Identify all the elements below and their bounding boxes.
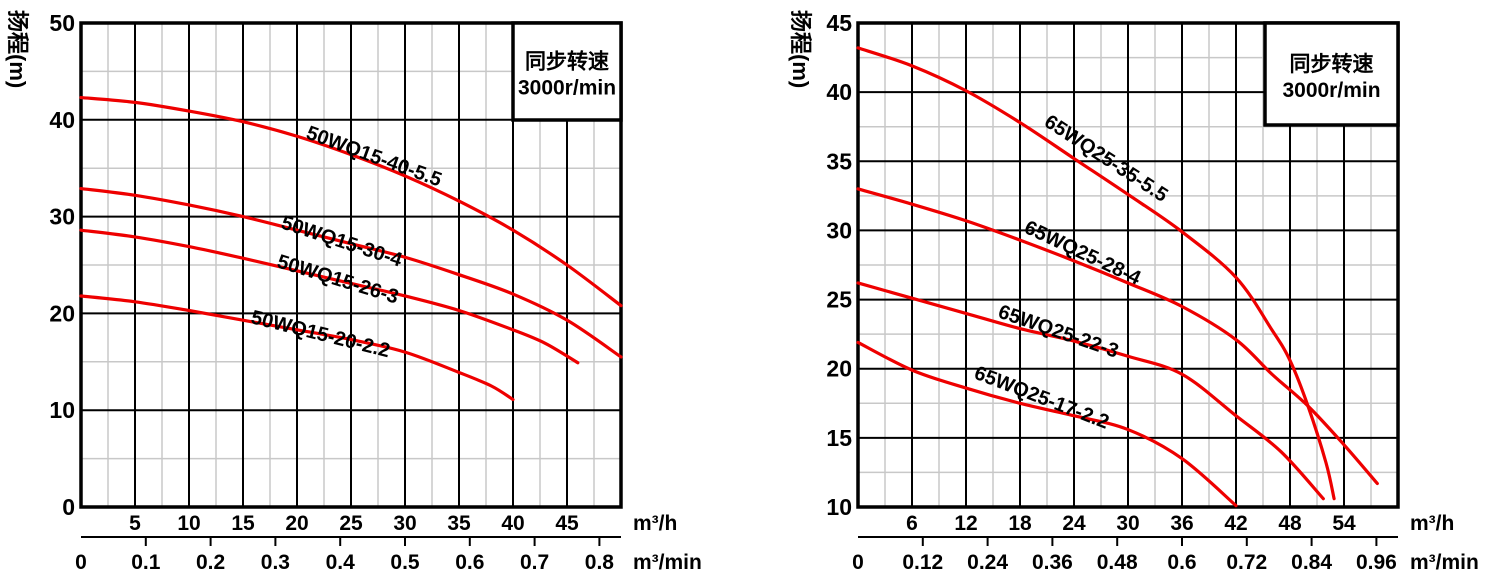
secondary-tick-label-0.36: 0.36 [1032, 551, 1073, 574]
y-tick-45: 45 [826, 10, 852, 36]
x-tick-36: 36 [1170, 512, 1193, 535]
y-axis-title: 扬程(m) [788, 10, 813, 88]
secondary-tick-label-0.4: 0.4 [326, 551, 356, 574]
curve-label-65WQ25-28-4: 65WQ25-28-4 [1021, 217, 1145, 290]
speed-note-box [1263, 21, 1400, 127]
x-tick-6: 6 [906, 512, 918, 535]
secondary-tick-label-0.5: 0.5 [390, 551, 420, 574]
curve-65WQ25-28-4 [856, 187, 1379, 486]
y-tick-20: 20 [826, 356, 852, 382]
y-tick-10: 10 [49, 397, 75, 423]
secondary-tick-label-0: 0 [75, 551, 87, 574]
curve-50WQ15-30-4 [79, 186, 623, 359]
secondary-tick-label-0.84: 0.84 [1291, 551, 1332, 574]
curve-65WQ25-17-2.2 [856, 340, 1238, 508]
x-tick-40: 40 [501, 512, 524, 535]
secondary-tick-label-0.2: 0.2 [196, 551, 225, 574]
x-tick-42: 42 [1224, 512, 1247, 535]
y-tick-15: 15 [826, 425, 852, 451]
x-tick-48: 48 [1278, 512, 1302, 535]
x-tick-12: 12 [954, 512, 977, 535]
secondary-tick-label-0.96: 0.96 [1356, 551, 1397, 574]
y-tick-30: 30 [49, 204, 75, 230]
y-tick-35: 35 [826, 148, 852, 174]
x-tick-30: 30 [393, 512, 416, 535]
x-tick-24: 24 [1062, 512, 1086, 535]
chart-65wq25-canvas: 同步转速 3000r/min 65WQ25-35-5.5 65WQ25-28-4 65W… [788, 10, 1479, 574]
x-tick-20: 20 [285, 512, 308, 535]
secondary-tick-label-0.12: 0.12 [902, 551, 943, 574]
secondary-tick-label-0.6: 0.6 [1167, 551, 1196, 574]
x-tick-30: 30 [1116, 512, 1139, 535]
speed-note-line2: 3000r/min [518, 77, 616, 100]
chart-65wq25: 同步转速 3000r/min 65WQ25-35-5.5 65WQ25-28-4 65W… [753, 0, 1506, 587]
y-tick-0: 0 [62, 494, 75, 520]
speed-note-line1: 同步转速 [1290, 52, 1374, 76]
curve-65WQ25-22-3 [856, 281, 1325, 501]
secondary-tick-label-0.7: 0.7 [520, 551, 549, 574]
speed-note-line1: 同步转速 [525, 50, 609, 74]
x-tick-5: 5 [129, 512, 141, 535]
plot-border [79, 21, 623, 509]
y-axis-title: 扬程(m) [5, 10, 30, 88]
x-tick-45: 45 [555, 512, 579, 535]
secondary-tick-label-0.48: 0.48 [1097, 551, 1138, 574]
y-tick-20: 20 [49, 300, 75, 326]
speed-note-box [511, 21, 623, 122]
x-tick-10: 10 [177, 512, 200, 535]
x-tick-35: 35 [447, 512, 471, 535]
plot-border [856, 21, 1400, 509]
x-unit-secondary: m³/min [1410, 551, 1479, 574]
secondary-tick-label-0.1: 0.1 [131, 551, 161, 574]
curve-50WQ15-20-2.2 [79, 294, 515, 402]
y-tick-30: 30 [826, 217, 852, 243]
x-unit-secondary: m³/min [633, 551, 702, 574]
y-tick-40: 40 [49, 107, 75, 133]
secondary-tick-label-0.24: 0.24 [967, 551, 1008, 574]
x-tick-54: 54 [1332, 512, 1356, 535]
x-tick-18: 18 [1008, 512, 1032, 535]
y-tick-25: 25 [826, 287, 852, 313]
curve-50WQ15-26-3 [79, 228, 580, 365]
curve-label-65WQ25-22-3: 65WQ25-22-3 [995, 301, 1121, 363]
speed-note-line2: 3000r/min [1282, 79, 1380, 102]
x-unit-primary: m³/h [633, 512, 677, 535]
y-tick-40: 40 [826, 79, 852, 105]
secondary-tick-label-0.3: 0.3 [261, 551, 290, 574]
secondary-tick-label-0.8: 0.8 [585, 551, 615, 574]
chart-50wq15-canvas: 同步转速3000r/min50WQ15-40-5.550WQ15-30-450W… [5, 10, 702, 574]
curve-label-65WQ25-35-5.5: 65WQ25-35-5.5 [1040, 111, 1171, 207]
y-tick-50: 50 [49, 10, 75, 36]
x-tick-25: 25 [339, 512, 363, 535]
secondary-tick-label-0: 0 [852, 551, 864, 574]
secondary-tick-label-0.6: 0.6 [455, 551, 484, 574]
chart-50wq15: 同步转速 3000r/min 50WQ15-40-5.5 50WQ15-30-4 50W… [5, 10, 702, 574]
y-tick-10: 10 [826, 494, 852, 520]
x-tick-15: 15 [231, 512, 255, 535]
secondary-tick-label-0.72: 0.72 [1226, 551, 1267, 574]
x-unit-primary: m³/h [1410, 512, 1454, 535]
curve-50WQ15-40-5.5 [79, 95, 623, 308]
